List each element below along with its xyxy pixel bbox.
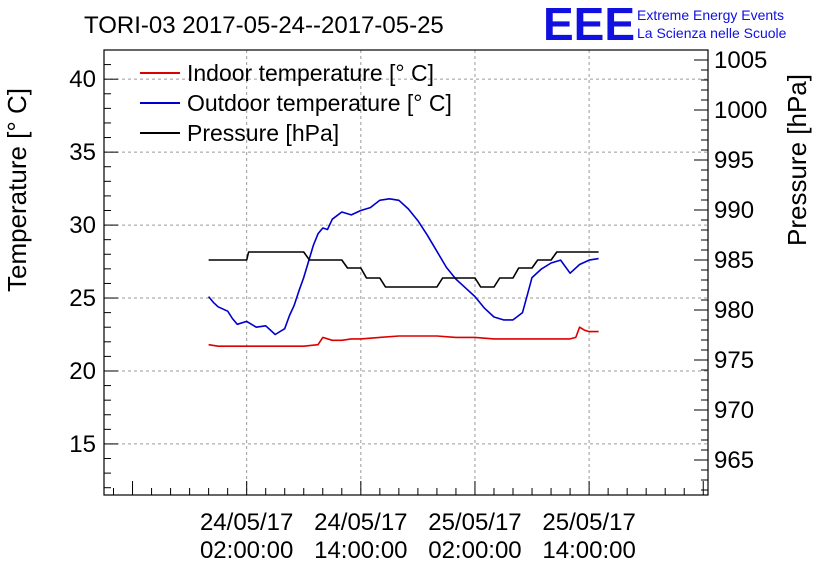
- x-tick-label-time: 02:00:00: [200, 537, 293, 564]
- y-tick-label: 35: [69, 139, 96, 166]
- y2-tick-label: 965: [714, 447, 754, 474]
- legend-label-2: Outdoor temperature [° C]: [187, 90, 452, 116]
- chart-title: TORI-03 2017-05-24--2017-05-25: [84, 12, 444, 39]
- series-layer: [207, 198, 599, 348]
- x-tick-label-date: 24/05/17: [200, 509, 293, 536]
- y2-tick-label: 1005: [714, 47, 767, 74]
- legend: Indoor temperature [° C] Outdoor temperat…: [140, 60, 452, 146]
- y-tick-label: 25: [69, 285, 96, 312]
- y2-tick-label: 970: [714, 397, 754, 424]
- y-axis-label: Temperature [° C]: [2, 88, 32, 292]
- series-line-2: [207, 198, 599, 336]
- series-line-1: [208, 326, 599, 348]
- x-tick-label-date: 24/05/17: [314, 509, 407, 536]
- x-tick-label-time: 14:00:00: [314, 537, 407, 564]
- y-tick-label: 20: [69, 358, 96, 385]
- y2-tick-label: 1000: [714, 97, 767, 124]
- x-tick-label-date: 25/05/17: [428, 509, 521, 536]
- y2-tick-label: 995: [714, 147, 754, 174]
- x-tick-label-time: 14:00:00: [542, 537, 635, 564]
- legend-label-3: Pressure [hPa]: [187, 120, 339, 146]
- y2-tick-label: 980: [714, 297, 754, 324]
- logo-mark: EEE: [543, 0, 635, 50]
- legend-label-1: Indoor temperature [° C]: [187, 60, 434, 86]
- y2-tick-label: 990: [714, 197, 754, 224]
- logo-line1: Extreme Energy Events: [637, 7, 784, 23]
- axes: 15 20 25 30 35 40 965 970 975 980 985 990 995 1000 100…: [69, 47, 767, 564]
- y-tick-label: 15: [69, 431, 96, 458]
- y-tick-label: 40: [69, 66, 96, 93]
- y2-tick-label: 975: [714, 347, 754, 374]
- y2-tick-label: 985: [714, 247, 754, 274]
- logo-line2: La Scienza nelle Scuole: [637, 25, 787, 41]
- series-line-3: [208, 251, 599, 288]
- y2-axis-label: Pressure [hPa]: [782, 74, 812, 246]
- grid: [104, 50, 708, 495]
- x-tick-label-date: 25/05/17: [542, 509, 635, 536]
- x-tick-label-time: 02:00:00: [428, 537, 521, 564]
- y-tick-label: 30: [69, 212, 96, 239]
- plot-frame: [103, 49, 709, 496]
